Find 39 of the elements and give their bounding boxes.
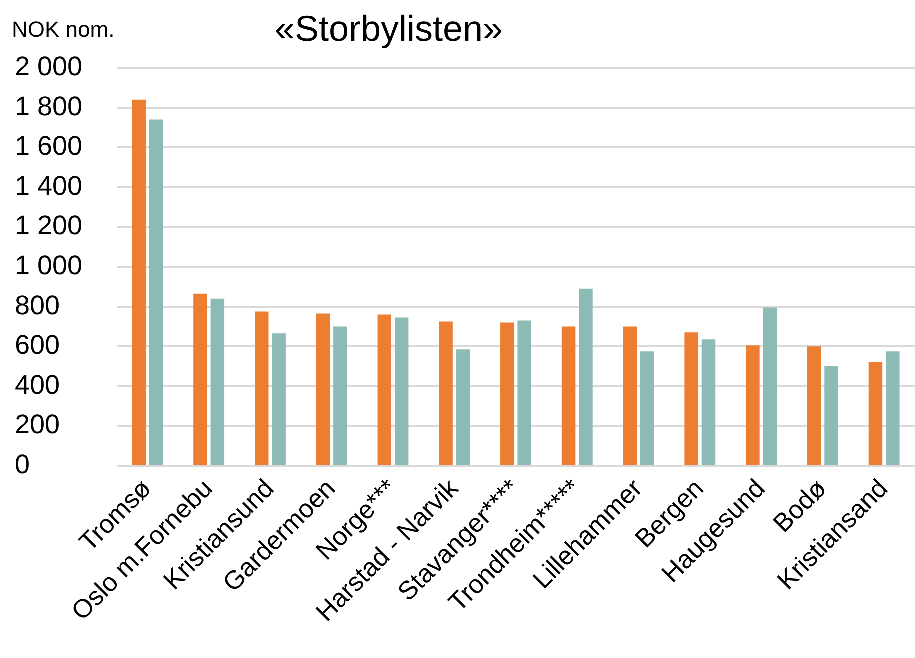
y-tick-label: 1 000 — [15, 250, 83, 280]
bar — [868, 362, 883, 465]
y-tick-label: 600 — [15, 330, 60, 360]
y-tick-label: 200 — [15, 410, 60, 440]
bar — [500, 322, 514, 465]
y-axis-title: NOK nom. — [12, 17, 115, 44]
bar — [334, 326, 348, 465]
bar — [684, 332, 698, 465]
bar — [763, 308, 778, 465]
bar — [149, 120, 164, 465]
bar — [272, 334, 286, 465]
bar — [254, 312, 269, 465]
y-tick-label: 1 200 — [15, 210, 83, 241]
bar — [518, 320, 532, 465]
bar — [132, 100, 146, 465]
y-tick-label: 0 — [15, 449, 30, 480]
bar — [439, 322, 453, 465]
bar — [824, 366, 838, 465]
y-tick-label: 2 000 — [15, 51, 83, 82]
y-tick-label: 1 600 — [15, 131, 83, 162]
bar — [456, 350, 470, 465]
bar — [807, 346, 822, 465]
y-tick-label: 800 — [15, 290, 60, 320]
bar — [640, 352, 654, 465]
bar — [746, 346, 760, 465]
bar — [316, 314, 330, 465]
bar — [579, 288, 593, 465]
bar — [378, 314, 392, 465]
bar — [702, 340, 716, 465]
bar — [210, 298, 225, 465]
bar — [194, 294, 208, 465]
bar — [394, 318, 409, 465]
bar — [623, 326, 638, 465]
y-tick-label: 400 — [15, 370, 60, 400]
bar — [886, 352, 900, 465]
y-tick-label: 1 400 — [15, 170, 83, 201]
y-tick-label: 1 800 — [15, 91, 83, 122]
bar — [562, 326, 576, 465]
chart-title: «Storbylisten» — [274, 7, 504, 50]
